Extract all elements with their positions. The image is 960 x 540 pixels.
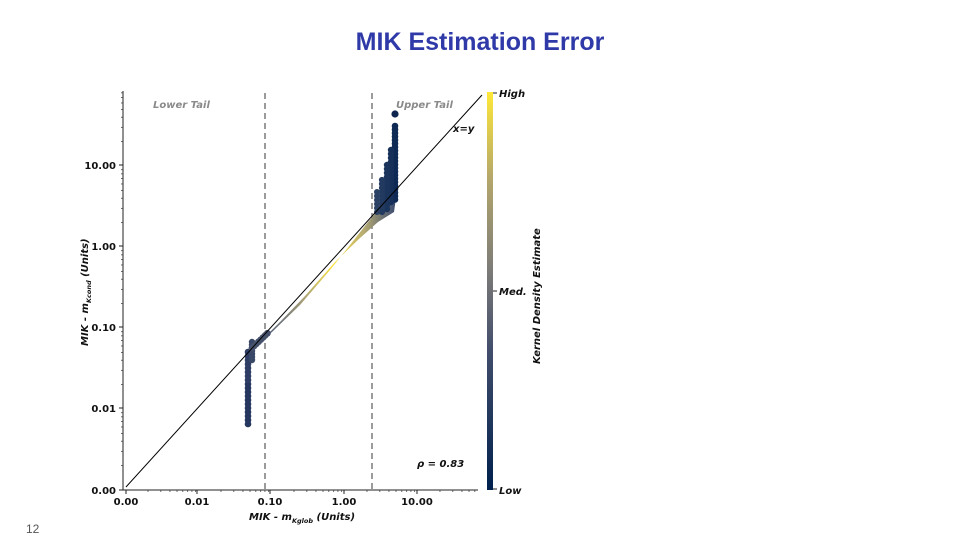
y-axis-label-sub: Kcond: [85, 280, 93, 303]
colorbar-med-label: Med.: [499, 287, 527, 298]
identity-line-label: x=y: [452, 124, 475, 135]
minor-ticks: [121, 92, 476, 492]
x-axis-label: MIK - mKglob (Units): [249, 512, 355, 525]
data-point: [391, 110, 399, 118]
major-ticks: [119, 164, 418, 494]
x-tick-labels: 0.00 0.01 0.10 1.00 10.00: [114, 497, 433, 508]
x-tick-label: 0.10: [258, 497, 283, 508]
colorbar-high-label: High: [499, 89, 525, 100]
data-point: [264, 329, 271, 337]
y-axis-label-main: MIK - m: [80, 303, 91, 346]
data-point: [383, 205, 391, 213]
x-axis-label-sub: Kglob: [292, 517, 313, 525]
x-axis-label-main: MIK - m: [249, 512, 292, 523]
y-tick-label: 1.00: [91, 242, 116, 253]
y-tick-label: 0.00: [91, 486, 116, 497]
colorbar-title: Kernel Density Estimate: [532, 228, 543, 364]
colorbar: [487, 92, 493, 490]
colorbar-low-label: Low: [499, 486, 522, 497]
slide-number: 12: [26, 522, 40, 536]
y-tick-label: 10.00: [84, 161, 116, 172]
lower-tail-label: Lower Tail: [153, 100, 210, 111]
data-point: [374, 209, 380, 215]
scatter-points: [244, 110, 399, 428]
x-tick-label: 1.00: [332, 497, 357, 508]
y-tick-label: 0.01: [91, 404, 116, 415]
upper-tail-label: Upper Tail: [396, 100, 453, 111]
x-tick-label: 10.00: [401, 497, 433, 508]
slide-title: MIK Estimation Error: [355, 28, 605, 56]
x-tick-label: 0.01: [185, 497, 210, 508]
data-point: [378, 208, 386, 216]
correlation-annotation: ρ = 0.83: [417, 459, 464, 470]
y-tick-label: 0.10: [91, 323, 116, 334]
y-axis-label: MIK - mKcond (Units): [80, 238, 93, 346]
x-tick-label: 0.00: [114, 497, 139, 508]
x-axis-label-unit: (Units): [313, 512, 355, 523]
y-tick-labels: 0.00 0.01 0.10 1.00 10.00: [84, 161, 116, 497]
identity-line: [125, 94, 483, 488]
main-density-band: [248, 198, 396, 352]
y-axis-label-unit: (Units): [80, 238, 91, 280]
